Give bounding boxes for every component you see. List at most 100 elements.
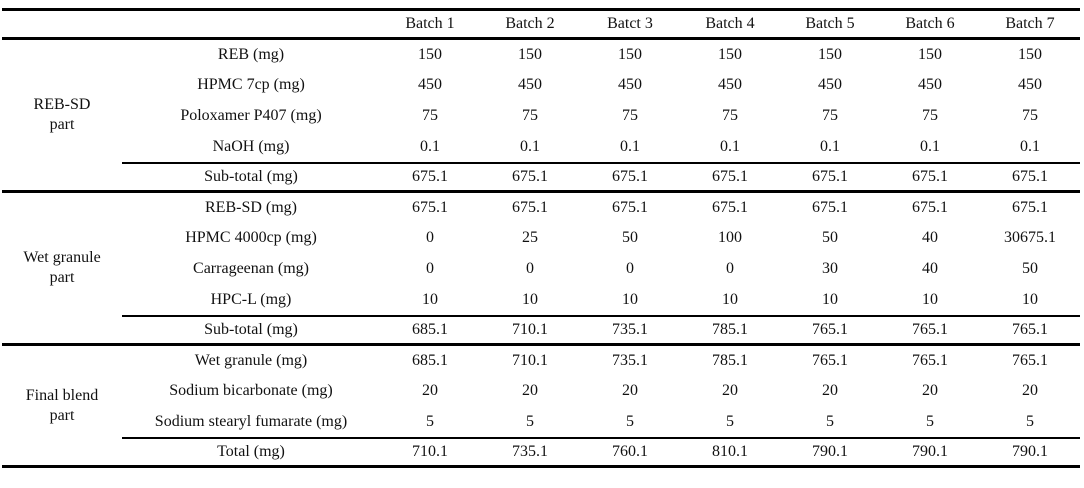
table-row: HPMC 4000cp (mg) 0 25 50 100 50 40 30675.1: [2, 223, 1080, 254]
value-cell: 0.1: [820, 137, 840, 155]
value-cell: 50: [1022, 260, 1038, 278]
value-cell: 10: [722, 290, 738, 308]
value-cell: 75: [622, 107, 638, 125]
table-row: REB-SD part REB (mg) 150 150 150 150 150 150 150: [2, 38, 1080, 193]
value-cell: 10: [622, 290, 638, 308]
group-label-line: part: [49, 269, 75, 286]
value-cell: 20: [522, 382, 538, 400]
row-label-cell: HPC-L (mg): [210, 290, 292, 308]
table-row: Sub-total (mg) 675.1 675.1 675.1 675.1 675.1 6…: [2, 161, 1080, 193]
group-label-line: Final blend: [25, 386, 99, 404]
row-label-cell: REB-SD (mg): [205, 198, 297, 216]
value-cell: 5: [726, 412, 734, 430]
value-cell: 675.1: [712, 198, 748, 216]
row-label-cell: HPMC 7cp (mg): [197, 76, 305, 94]
value-cell: 450: [418, 76, 442, 94]
value-cell: 20: [922, 382, 938, 400]
value-cell: 450: [618, 76, 642, 94]
value-cell: 20: [722, 382, 738, 400]
value-cell: 0: [626, 260, 634, 278]
value-cell: 675.1: [880, 161, 980, 193]
value-cell: 735.1: [612, 351, 648, 369]
value-cell: 75: [522, 107, 538, 125]
value-cell: 150: [818, 45, 842, 63]
table-row: Total (mg) 710.1 735.1 760.1 810.1 790.1 790.1…: [2, 436, 1080, 468]
header-row: Batch 1 Batch 2 Batct 3 Batch 4 Batch 5 Batch…: [2, 9, 1080, 40]
value-cell: 150: [918, 45, 942, 63]
value-cell: 150: [418, 45, 442, 63]
group-label-line: part: [49, 406, 75, 424]
value-cell: 5: [626, 412, 634, 430]
value-cell: 75: [422, 107, 438, 125]
value-cell: 0: [726, 260, 734, 278]
value-cell: 150: [518, 45, 542, 63]
table-row: Carrageenan (mg) 0 0 0 0 30 40 50: [2, 254, 1080, 285]
group-label-line: REB-SD: [33, 96, 91, 113]
value-cell: 10: [922, 290, 938, 308]
value-cell: 710.1: [480, 314, 580, 346]
value-cell: 450: [818, 76, 842, 94]
table-row: Sodium stearyl fumarate (mg) 5 5 5 5 5 5 5: [2, 407, 1080, 438]
value-cell: 0.1: [920, 137, 940, 155]
value-cell: 790.1: [980, 436, 1080, 468]
value-cell: 685.1: [412, 351, 448, 369]
row-label-cell: Wet granule (mg): [194, 351, 308, 369]
table-row: Wet granule part REB-SD (mg) 675.1 675.1 675.…: [2, 191, 1080, 346]
table-row: Sub-total (mg) 685.1 710.1 735.1 785.1 765.1 7…: [2, 314, 1080, 346]
value-cell: 790.1: [880, 436, 980, 468]
value-cell: 675.1: [680, 161, 780, 193]
header-corner-cell: [2, 9, 380, 40]
value-cell: 0: [426, 260, 434, 278]
group-label-cell: Wet granule part: [2, 191, 122, 346]
value-cell: 735.1: [580, 314, 680, 346]
row-label-cell: Sodium stearyl fumarate (mg): [154, 412, 348, 430]
value-cell: 100: [718, 229, 742, 247]
value-cell: 785.1: [712, 351, 748, 369]
value-cell: 75: [822, 107, 838, 125]
value-cell: 685.1: [380, 314, 480, 346]
table-row: Poloxamer P407 (mg) 75 75 75 75 75 75 75: [2, 101, 1080, 132]
value-cell: 50: [822, 229, 838, 247]
value-cell: 735.1: [480, 436, 580, 468]
value-cell: 675.1: [380, 161, 480, 193]
table-row: NaOH (mg) 0.1 0.1 0.1 0.1 0.1 0.1 0.1: [2, 132, 1080, 163]
value-cell: 765.1: [912, 351, 948, 369]
value-cell: 710.1: [380, 436, 480, 468]
value-cell: 675.1: [980, 161, 1080, 193]
value-cell: 5: [526, 412, 534, 430]
column-header: Batch 2: [480, 9, 580, 40]
value-cell: 0.1: [420, 137, 440, 155]
value-cell: 450: [918, 76, 942, 94]
row-label-cell: Total (mg): [122, 436, 380, 468]
value-cell: 0: [526, 260, 534, 278]
value-cell: 75: [1022, 107, 1038, 125]
value-cell: 765.1: [812, 351, 848, 369]
value-cell: 75: [922, 107, 938, 125]
value-cell: 30: [822, 260, 838, 278]
value-cell: 675.1: [780, 161, 880, 193]
value-cell: 10: [1022, 290, 1038, 308]
value-cell: 5: [426, 412, 434, 430]
row-label-cell: Poloxamer P407 (mg): [180, 107, 322, 125]
value-cell: 20: [422, 382, 438, 400]
value-cell: 675.1: [512, 198, 548, 216]
row-label-cell: Carrageenan (mg): [193, 260, 309, 278]
value-cell: 675.1: [412, 198, 448, 216]
value-cell: 10: [822, 290, 838, 308]
value-cell: 0: [426, 229, 434, 247]
column-header: Batch 7: [980, 9, 1080, 40]
row-label-cell: NaOH (mg): [212, 137, 290, 155]
group-label-cell: Final blend part: [2, 344, 122, 468]
value-cell: 675.1: [580, 161, 680, 193]
value-cell: 150: [718, 45, 742, 63]
value-cell: 790.1: [780, 436, 880, 468]
table-header: Batch 1 Batch 2 Batct 3 Batch 4 Batch 5 Batch…: [2, 9, 1080, 40]
value-cell: 50: [622, 229, 638, 247]
value-cell: 75: [722, 107, 738, 125]
value-cell: 0.1: [1020, 137, 1040, 155]
value-cell: 5: [926, 412, 934, 430]
value-cell: 40: [922, 260, 938, 278]
table-row: HPMC 7cp (mg) 450 450 450 450 450 450 450: [2, 70, 1080, 101]
value-cell: 765.1: [880, 314, 980, 346]
